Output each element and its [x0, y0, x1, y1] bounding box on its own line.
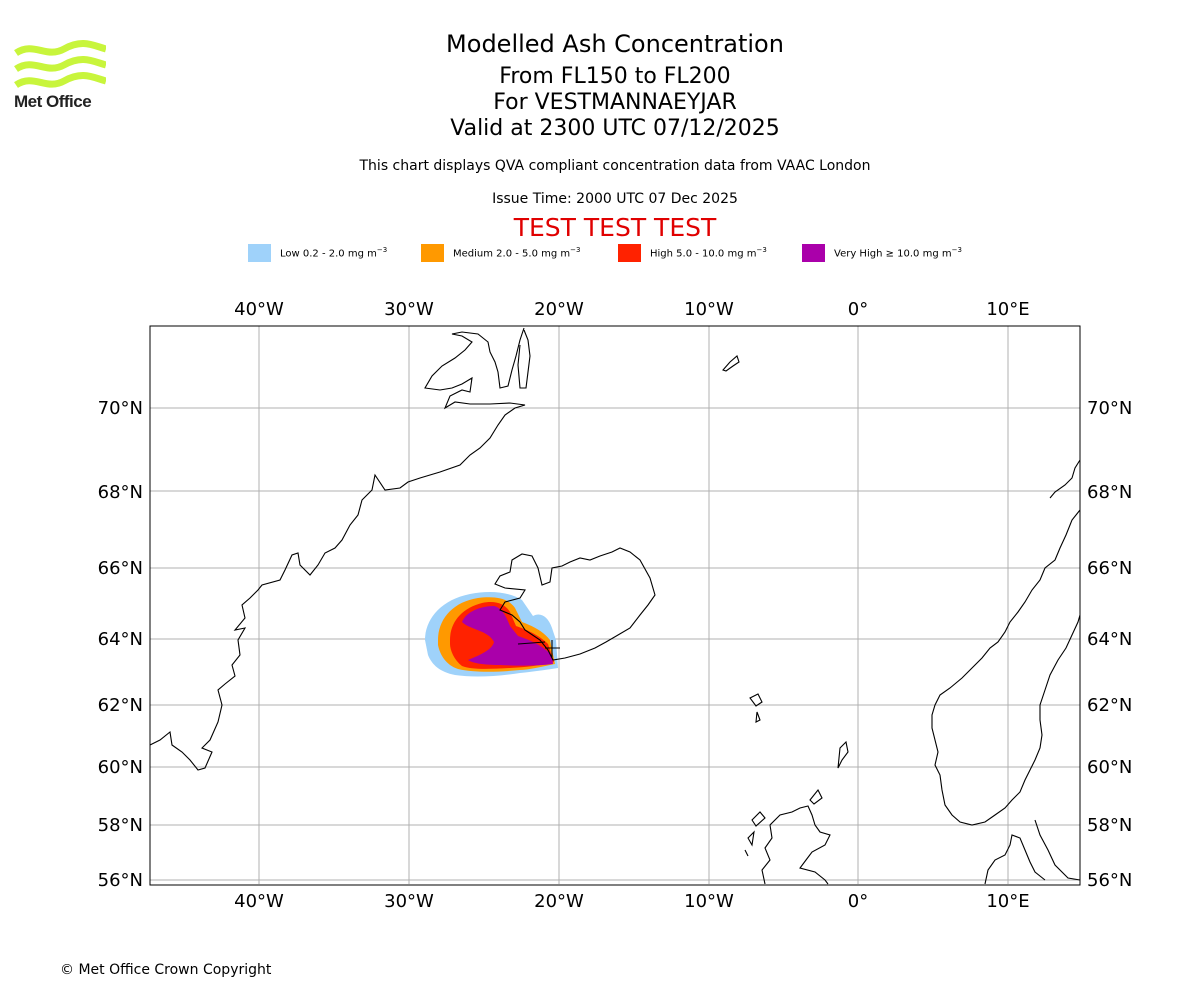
- lat-label-right: 60°N: [1087, 757, 1132, 778]
- greenland-fjord: [517, 329, 531, 389]
- greenland-coast: [149, 327, 526, 771]
- jan-mayen-coast: [722, 355, 740, 372]
- legend-swatch-very-high: [802, 244, 825, 262]
- lat-label-left: 70°N: [98, 398, 143, 419]
- concentration-legend: Low 0.2 - 2.0 mg m−3 Medium 2.0 - 5.0 mg…: [0, 244, 1200, 264]
- lat-label-left: 66°N: [98, 558, 143, 579]
- volcano-marker-icon: [517, 640, 560, 658]
- lat-label-right: 66°N: [1087, 558, 1132, 579]
- lat-label-right: 58°N: [1087, 815, 1132, 836]
- lat-label-left: 64°N: [98, 629, 143, 650]
- volcano-location: For VESTMANNAEYJAR: [493, 90, 737, 115]
- lon-label-bottom: 30°W: [384, 891, 434, 912]
- lon-label-top: 10°W: [684, 299, 734, 320]
- lat-label-left: 58°N: [98, 815, 143, 836]
- lon-label-bottom: 0°: [848, 891, 868, 912]
- legend-swatch-high: [618, 244, 641, 262]
- met-office-logo-icon: [14, 40, 106, 89]
- lat-label-right: 64°N: [1087, 629, 1132, 650]
- lat-label-right: 62°N: [1087, 695, 1132, 716]
- bottom-longitude-labels: 40°W 30°W 20°W 10°W 0° 10°E: [234, 891, 1029, 912]
- ash-very-high-area: [462, 606, 553, 666]
- legend-swatch-medium: [421, 244, 444, 262]
- lon-label-top: 20°W: [534, 299, 584, 320]
- lon-label-bottom: 10°E: [986, 891, 1029, 912]
- orkney-coast: [809, 788, 823, 805]
- denmark-coast: [984, 834, 1046, 885]
- lat-label-right: 70°N: [1087, 398, 1132, 419]
- lon-label-bottom: 20°W: [534, 891, 584, 912]
- lon-label-top: 40°W: [234, 299, 284, 320]
- lat-label-left: 68°N: [98, 482, 143, 503]
- chart-description: This chart displays QVA compliant concen…: [359, 158, 871, 174]
- lon-label-top: 30°W: [384, 299, 434, 320]
- copyright-notice: © Met Office Crown Copyright: [60, 962, 272, 978]
- shetland-coast: [837, 740, 849, 769]
- sweden-coast: [1034, 819, 1081, 881]
- brand-name: Met Office: [14, 92, 92, 111]
- flight-level-range: From FL150 to FL200: [499, 64, 731, 89]
- lat-label-left: 62°N: [98, 695, 143, 716]
- legend-label-very-high: Very High ≥ 10.0 mg m−3: [834, 246, 962, 260]
- ash-plume: [425, 592, 558, 677]
- issue-time: Issue Time: 2000 UTC 07 Dec 2025: [492, 191, 738, 207]
- legend-label-medium: Medium 2.0 - 5.0 mg m−3: [453, 246, 581, 260]
- lat-label-right: 56°N: [1087, 870, 1132, 891]
- map-frame: [149, 325, 1081, 886]
- map-gridlines: [150, 326, 1080, 884]
- faroe-islands-coast: [749, 693, 763, 723]
- test-banner: TEST TEST TEST: [513, 213, 717, 242]
- right-latitude-labels: 70°N 68°N 66°N 64°N 62°N 60°N 58°N 56°N: [1087, 398, 1132, 891]
- top-longitude-labels: 40°W 30°W 20°W 10°W 0° 10°E: [234, 299, 1029, 320]
- legend-swatch-low: [248, 244, 271, 262]
- coastlines: [149, 327, 1081, 885]
- lat-label-right: 68°N: [1087, 482, 1132, 503]
- valid-time: Valid at 2300 UTC 07/12/2025: [450, 116, 780, 141]
- lat-label-left: 56°N: [98, 870, 143, 891]
- lat-label-left: 60°N: [98, 757, 143, 778]
- chart-title: Modelled Ash Concentration: [446, 30, 784, 58]
- lon-label-top: 10°E: [986, 299, 1029, 320]
- legend-label-low: Low 0.2 - 2.0 mg m−3: [280, 246, 388, 260]
- legend-label-high: High 5.0 - 10.0 mg m−3: [650, 246, 767, 260]
- iceland-coast: [494, 547, 656, 661]
- hebrides-coast: [744, 811, 766, 857]
- lon-label-top: 0°: [848, 299, 868, 320]
- left-latitude-labels: 70°N 68°N 66°N 64°N 62°N 60°N 58°N 56°N: [98, 398, 143, 891]
- scotland-coast: [761, 805, 831, 885]
- lon-label-bottom: 10°W: [684, 891, 734, 912]
- norway-coast: [931, 459, 1081, 826]
- lon-label-bottom: 40°W: [234, 891, 284, 912]
